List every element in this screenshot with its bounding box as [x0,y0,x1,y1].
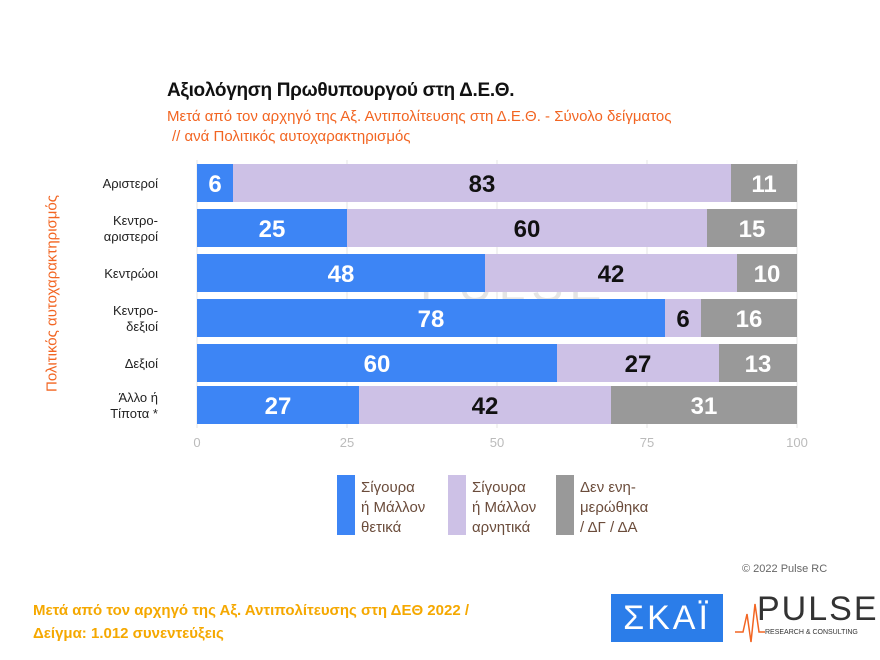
bar-segment [737,254,797,292]
x-tick-label: 100 [786,435,808,450]
bar-segment [359,386,611,424]
chart-title: Αξιολόγηση Πρωθυπουργού στη Δ.Ε.Θ. [167,80,515,101]
category-label: Άλλο ή Τίποτα * [110,390,158,421]
bar-segment [665,299,701,337]
bar-segment [197,386,359,424]
chart-subtitle: Μετά από τον αρχηγό της Αξ. Αντιπολίτευσ… [167,108,672,125]
data-label: 31 [691,393,718,420]
bar-segment [611,386,797,424]
category-label: Κεντρο-δεξιοί [113,303,158,334]
data-label: 27 [625,351,652,378]
category-label: Κεντρο-αριστεροί [104,213,158,244]
bar-segment [485,254,737,292]
data-label: 16 [736,306,763,333]
bar-segment [347,209,707,247]
bar-segment [197,209,347,247]
data-label: 48 [328,261,355,288]
bar-segment [233,164,731,202]
x-tick-label: 50 [490,435,504,450]
bar-segment [731,164,797,202]
footer-sample: Δείγμα: 1.012 συνεντεύξεις [33,625,224,642]
copyright: © 2022 Pulse RC [742,563,828,575]
data-label: 42 [598,261,625,288]
stacked-bar-chart: 0 25 50 75 100 Αριστεροί 6 83 11 Κεντρο-αριστεροί… [103,160,808,536]
category-label: Δεξιοί [125,356,158,371]
x-tick-label: 75 [640,435,654,450]
data-label: 60 [364,351,391,378]
category-label: Αριστεροί [103,176,159,191]
skai-logo: ΣΚΑΪ [611,594,723,642]
data-label: 83 [469,171,496,198]
data-label: 13 [745,351,772,378]
data-label: 6 [208,171,221,198]
data-label: 27 [265,393,292,420]
legend-label: Σίγουρα ή Μάλλον αρνητικά [472,479,536,536]
legend-swatch [337,475,355,535]
bar-segment [197,164,233,202]
category-label: Κεντρώοι [104,266,158,281]
legend-label: Δεν ενη-μερώθηκα / ΔΓ / ΔΑ [580,479,649,536]
data-label: 15 [739,216,766,243]
bar-segment [197,344,557,382]
footer-note: Μετά από τον αρχηγό της Αξ. Αντιπολίτευσ… [33,602,470,619]
bar-segment [707,209,797,247]
data-label: 25 [259,216,286,243]
x-tick-label: 25 [340,435,354,450]
data-label: 78 [418,306,445,333]
bar-segment [197,254,485,292]
data-label: 11 [751,171,776,198]
bar-segment [719,344,797,382]
bar-segment [701,299,797,337]
pulse-wave-icon [735,603,765,643]
data-label: 6 [676,306,689,333]
chart-subtitle-2: // ανά Πολιτικός αυτοχαρακτηρισμός [172,128,411,145]
legend-swatch [556,475,574,535]
bar-segment [197,299,665,337]
legend-swatch [448,475,466,535]
data-label: 10 [754,261,781,288]
legend-label: Σίγουρα ή Μάλλον θετικά [361,479,425,536]
bar-segment [557,344,719,382]
data-label: 60 [514,216,541,243]
x-tick-label: 0 [193,435,200,450]
pulse-logo: PULSE RESEARCH & CONSULTING [735,590,877,644]
data-label: 42 [472,393,499,420]
